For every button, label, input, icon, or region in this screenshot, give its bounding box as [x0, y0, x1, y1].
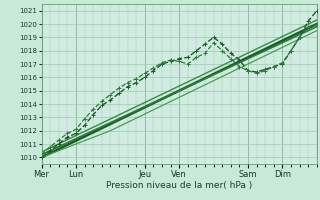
X-axis label: Pression niveau de la mer( hPa ): Pression niveau de la mer( hPa ) [106, 181, 252, 190]
